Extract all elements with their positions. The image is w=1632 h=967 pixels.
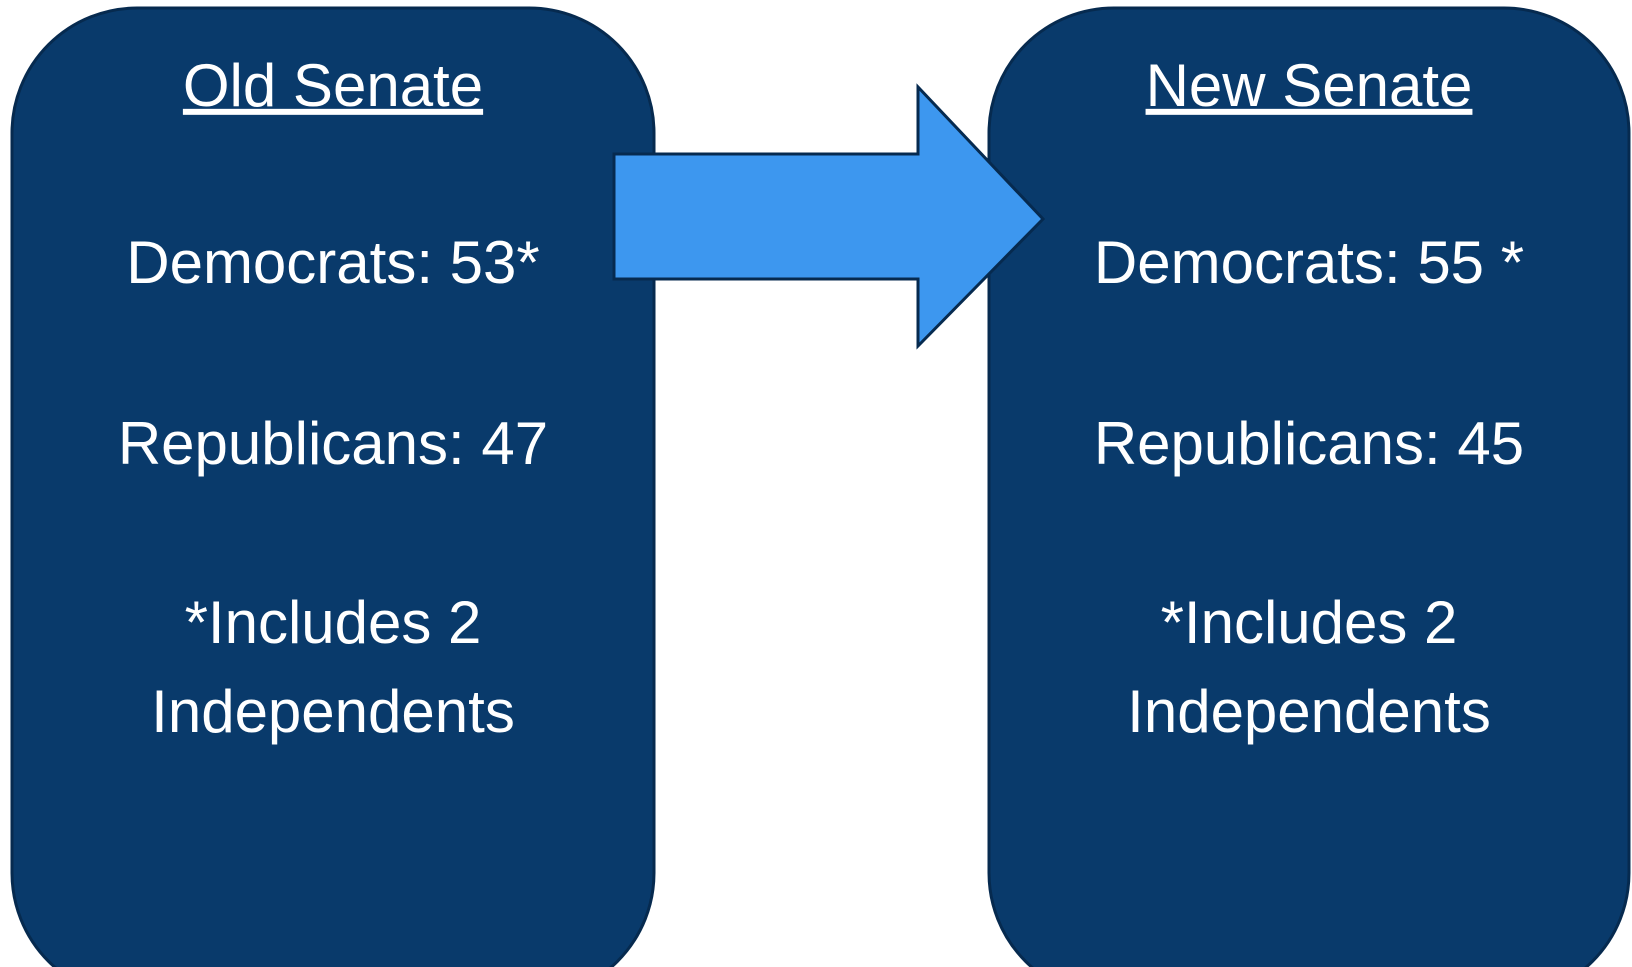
box-title: Old Senate <box>183 52 483 119</box>
arrow <box>612 83 1046 350</box>
new-senate-box <box>987 6 1631 967</box>
old-senate-box <box>10 6 656 967</box>
box-note: Independents <box>1127 678 1491 745</box>
box-line: Democrats: 53* <box>126 229 540 296</box>
box-note: *Includes 2 <box>185 589 482 656</box>
box-title: New Senate <box>1146 52 1473 119</box>
box-note: *Includes 2 <box>1161 589 1458 656</box>
box-line: Republicans: 47 <box>118 410 548 477</box>
box-line: Republicans: 45 <box>1094 410 1524 477</box>
box-line: Democrats: 55 * <box>1094 229 1524 296</box>
box-note: Independents <box>151 678 515 745</box>
